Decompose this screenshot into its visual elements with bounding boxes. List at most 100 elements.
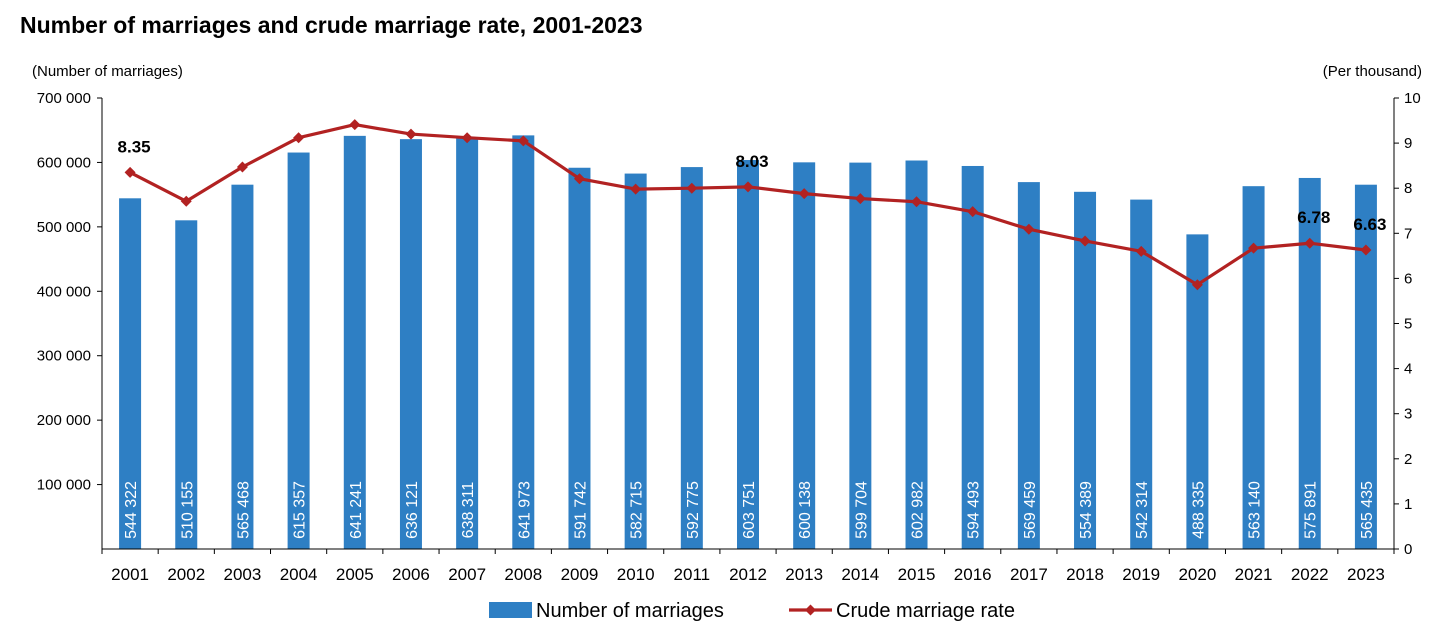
bar-value-label: 615 357 (292, 481, 309, 539)
rate-marker-2018 (1079, 235, 1091, 247)
bar-2001 (119, 198, 142, 549)
rate-marker-2016 (967, 206, 979, 218)
bar-2005 (343, 135, 366, 549)
right-tick-label: 0 (1404, 541, 1412, 558)
bar-value-label: 544 322 (123, 481, 140, 539)
bar-value-label: 638 311 (460, 482, 477, 539)
rate-marker-2020 (1191, 279, 1203, 291)
right-axis-unit-label: (Per thousand) (1322, 63, 1422, 80)
bar-2011 (680, 167, 703, 549)
rate-marker-2010 (630, 183, 642, 195)
right-tick-label: 7 (1404, 225, 1412, 242)
bar-value-label: 641 241 (348, 481, 365, 539)
bar-value-label: 563 140 (1247, 481, 1264, 539)
bar-value-label: 554 389 (1078, 481, 1095, 539)
left-tick-label: 100 000 (37, 477, 91, 494)
bar-2020 (1186, 234, 1209, 549)
right-tick-label: 10 (1404, 90, 1421, 107)
x-tick-label: 2002 (167, 565, 205, 584)
bar-value-label: 575 891 (1303, 481, 1320, 539)
right-tick-label: 4 (1404, 361, 1412, 378)
bar-value-label: 565 435 (1359, 481, 1376, 539)
x-tick-label: 2004 (280, 565, 318, 584)
left-tick-label: 700 000 (37, 90, 91, 107)
bar-value-label: 510 155 (179, 481, 196, 539)
x-tick-label: 2014 (841, 565, 879, 584)
bar-value-label: 565 468 (235, 481, 252, 539)
right-tick-label: 6 (1404, 270, 1412, 287)
bar-2013 (793, 162, 816, 549)
legend-line-marker (805, 604, 816, 616)
bar-2017 (1017, 182, 1040, 549)
bar-2015 (905, 160, 928, 549)
rate-marker-2002 (180, 195, 192, 207)
bar-2022 (1298, 177, 1321, 549)
rate-marker-2004 (293, 132, 305, 144)
right-tick-label: 8 (1404, 180, 1412, 197)
x-tick-label: 2013 (785, 565, 823, 584)
x-tick-label: 2015 (898, 565, 936, 584)
left-tick-label: 400 000 (37, 283, 91, 300)
x-tick-label: 2021 (1235, 565, 1273, 584)
right-tick-label: 2 (1404, 451, 1412, 468)
bar-2023 (1354, 184, 1377, 549)
x-tick-label: 2005 (336, 565, 374, 584)
bar-value-label: 592 775 (685, 481, 702, 539)
rate-data-label: 8.35 (118, 137, 151, 156)
rate-marker-2001 (124, 166, 136, 178)
rate-marker-2011 (686, 182, 698, 194)
x-tick-label: 2022 (1291, 565, 1329, 584)
x-tick-label: 2019 (1122, 565, 1160, 584)
left-tick-label: 300 000 (37, 348, 91, 365)
bar-value-label: 582 715 (629, 481, 646, 539)
x-tick-label: 2010 (617, 565, 655, 584)
bar-2012 (737, 160, 759, 550)
left-tick-label: 200 000 (37, 412, 91, 429)
x-tick-label: 2007 (448, 565, 486, 584)
x-tick-label: 2017 (1010, 565, 1048, 584)
bar-value-label: 603 751 (741, 481, 758, 539)
x-tick-label: 2003 (224, 565, 262, 584)
rate-marker-2006 (405, 128, 417, 140)
left-axis-unit-label: (Number of marriages) (32, 63, 183, 80)
rate-data-label: 6.78 (1297, 208, 1330, 227)
rate-marker-2012 (742, 181, 754, 193)
rate-marker-2003 (236, 161, 248, 173)
rate-marker-2021 (1248, 242, 1260, 254)
rate-marker-2023 (1360, 244, 1372, 256)
x-tick-label: 2006 (392, 565, 430, 584)
bar-2004 (287, 152, 310, 549)
bar-value-label: 488 335 (1190, 481, 1207, 539)
rate-marker-2015 (911, 196, 923, 208)
x-tick-label: 2011 (674, 565, 711, 584)
bar-2009 (568, 167, 591, 549)
legend-line-label: Crude marriage rate (836, 600, 1015, 622)
rate-marker-2022 (1304, 237, 1316, 249)
x-tick-label: 2001 (111, 565, 149, 584)
bar-value-label: 591 742 (572, 481, 589, 539)
x-tick-label: 2012 (729, 565, 767, 584)
rate-data-label: 8.03 (735, 152, 768, 171)
x-tick-label: 2023 (1347, 565, 1385, 584)
bar-value-label: 569 459 (1022, 481, 1039, 539)
x-tick-label: 2016 (954, 565, 992, 584)
bar-value-label: 599 704 (853, 481, 870, 539)
bar-2016 (961, 165, 984, 549)
right-tick-label: 9 (1404, 135, 1412, 152)
rate-marker-2009 (573, 173, 585, 185)
bar-value-label: 641 973 (516, 481, 533, 539)
x-tick-label: 2020 (1178, 565, 1216, 584)
bar-2021 (1242, 186, 1265, 549)
bar-2010 (624, 173, 647, 549)
bar-2008 (512, 135, 535, 549)
rate-marker-2014 (854, 193, 866, 205)
bar-2018 (1074, 191, 1097, 549)
bar-2003 (231, 184, 254, 549)
bar-value-label: 636 121 (404, 481, 421, 539)
right-tick-label: 3 (1404, 406, 1412, 423)
bar-value-label: 602 982 (910, 481, 927, 539)
rate-marker-2019 (1135, 245, 1147, 257)
bar-2006 (399, 139, 422, 550)
right-tick-label: 5 (1404, 316, 1412, 333)
